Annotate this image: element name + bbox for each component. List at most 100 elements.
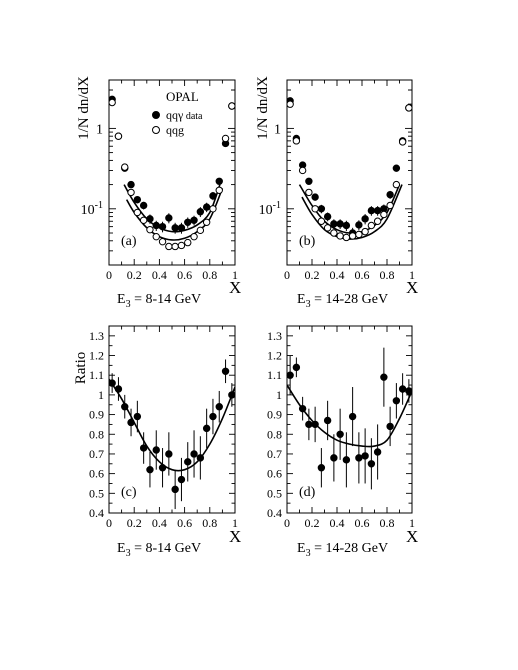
y-tick-label: 10-1 bbox=[259, 200, 281, 218]
data-point-open bbox=[292, 137, 301, 145]
data-point-open bbox=[398, 138, 407, 146]
y-tick-label: 1 bbox=[98, 388, 104, 402]
data-point-filled bbox=[292, 363, 301, 372]
legend: OPAL qqγ data qqg bbox=[152, 89, 203, 137]
y-tick-label: 1 bbox=[96, 122, 103, 137]
data-point-open bbox=[121, 163, 129, 171]
data-point-open bbox=[215, 186, 223, 194]
energy-caption: E3 = 8-14 GeV bbox=[117, 292, 201, 310]
data-point-filled bbox=[108, 379, 116, 387]
data-point-filled bbox=[386, 190, 394, 199]
energy-caption: E3 = 8-14 GeV bbox=[117, 541, 201, 559]
data-point-filled bbox=[348, 412, 357, 421]
y-tick-label: 0.5 bbox=[267, 486, 282, 500]
data-point-filled bbox=[152, 221, 160, 230]
model-curve bbox=[109, 378, 235, 472]
energy-caption: E3 = 14-28 GeV bbox=[297, 292, 388, 310]
data-point-filled bbox=[342, 456, 351, 464]
y-tick-label: 0.5 bbox=[89, 486, 104, 500]
x-tick-label: 0 bbox=[284, 268, 290, 282]
y-tick-label: 0.6 bbox=[267, 467, 282, 481]
data-point-open bbox=[127, 188, 135, 197]
y-tick-label: 0.4 bbox=[267, 506, 282, 520]
data-point-open bbox=[323, 224, 332, 232]
panel-label: (c) bbox=[121, 485, 137, 500]
data-point-filled bbox=[373, 206, 382, 215]
data-point-open bbox=[317, 217, 326, 225]
data-point-filled bbox=[171, 224, 179, 232]
data-point-open bbox=[380, 210, 388, 219]
data-point-filled bbox=[139, 444, 148, 452]
y-tick-label: 0.6 bbox=[89, 467, 104, 481]
y-tick-label: 10-1 bbox=[81, 200, 103, 218]
x-axis-label: X bbox=[406, 527, 418, 546]
data-point-filled bbox=[202, 203, 211, 211]
y-tick-label: 1 bbox=[274, 122, 281, 137]
x-axis-label: X bbox=[406, 278, 418, 297]
data-point-filled bbox=[386, 422, 394, 431]
data-point-filled bbox=[323, 212, 332, 221]
data-point-open bbox=[114, 132, 123, 140]
panel-label: (b) bbox=[299, 234, 316, 249]
x-tick-label: 0 bbox=[106, 268, 112, 282]
y-tick-label: 0.4 bbox=[89, 506, 104, 520]
data-point-filled bbox=[196, 208, 205, 216]
x-tick-label: 0.6 bbox=[177, 268, 192, 282]
y-tick-label: 1.1 bbox=[89, 368, 104, 382]
y-tick-label: 0.9 bbox=[267, 408, 282, 422]
data-point-filled bbox=[190, 216, 198, 224]
data-point-open bbox=[221, 134, 230, 143]
x-tick-label: 0.8 bbox=[380, 268, 395, 282]
data-point-filled bbox=[221, 367, 230, 375]
data-point-filled bbox=[330, 454, 338, 462]
data-point-filled bbox=[127, 418, 135, 427]
legend-title: OPAL bbox=[166, 89, 199, 104]
legend-marker-filled bbox=[152, 111, 160, 119]
data-point-open bbox=[367, 221, 376, 230]
data-point-open bbox=[209, 205, 217, 213]
data-point-filled bbox=[215, 403, 223, 411]
data-point-open bbox=[361, 227, 369, 236]
data-point-filled bbox=[392, 397, 401, 405]
data-point-filled bbox=[139, 201, 148, 210]
x-tick-label: 1 bbox=[232, 268, 238, 282]
data-point-filled bbox=[367, 460, 376, 468]
x-tick-label: 0.6 bbox=[177, 516, 192, 530]
data-point-open bbox=[311, 205, 319, 213]
legend-entry-qqg: qqg bbox=[166, 123, 184, 137]
data-point-open bbox=[108, 98, 116, 107]
data-point-open bbox=[286, 100, 294, 108]
y-axis-label: 1/N dn/dX bbox=[255, 76, 271, 140]
data-point-filled bbox=[317, 205, 326, 213]
x-tick-label: 0.2 bbox=[127, 516, 142, 530]
y-tick-label: 1.1 bbox=[267, 368, 282, 382]
data-point-filled bbox=[152, 446, 160, 454]
data-point-filled bbox=[311, 193, 319, 201]
panel-b: 1/N dn/dX (b) X E3 = 14-28 GeV 0 0.2 0.4 0.… bbox=[255, 76, 418, 310]
data-point-filled bbox=[317, 464, 326, 472]
data-point-open bbox=[405, 104, 413, 112]
x-tick-label: 0 bbox=[106, 516, 112, 530]
data-point-open bbox=[355, 230, 363, 239]
data-point-filled bbox=[171, 485, 179, 494]
y-axis-label: 1/N dn/dX bbox=[76, 76, 92, 140]
data-point-filled bbox=[228, 391, 236, 399]
data-point-open bbox=[373, 217, 382, 225]
data-point-filled bbox=[165, 214, 173, 222]
data-point-filled bbox=[133, 412, 142, 421]
data-point-open bbox=[202, 218, 211, 226]
x-tick-label: 0.4 bbox=[330, 516, 345, 530]
data-point-filled bbox=[158, 464, 167, 472]
data-point-filled bbox=[336, 430, 344, 438]
data-point-filled bbox=[202, 424, 211, 433]
data-point-filled bbox=[405, 387, 413, 395]
data-point-filled bbox=[146, 215, 154, 223]
y-tick-label: 0.8 bbox=[89, 427, 104, 441]
x-tick-label: 0 bbox=[284, 516, 290, 530]
legend-entry-data: qqγ data bbox=[166, 108, 203, 122]
y-tick-label: 1.3 bbox=[267, 329, 282, 343]
data-point-open bbox=[305, 188, 313, 197]
data-point-filled bbox=[190, 450, 198, 458]
x-tick-label: 0.4 bbox=[152, 268, 167, 282]
energy-caption: E3 = 14-28 GeV bbox=[297, 541, 388, 559]
